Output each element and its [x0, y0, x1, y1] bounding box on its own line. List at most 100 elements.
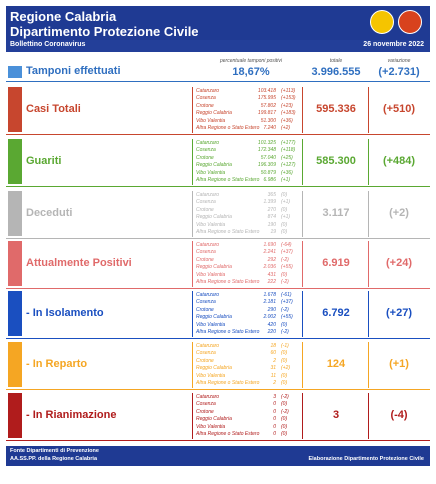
region-name: Vibo Valentia: [196, 221, 226, 228]
divider: [6, 288, 430, 289]
region-value: 190: [267, 221, 276, 228]
footer-band: [6, 446, 430, 466]
region-change: (+36): [281, 117, 293, 124]
subtitle: Dipartimento Protezione Civile: [10, 24, 199, 39]
section-marker: [8, 291, 22, 336]
divider: [192, 393, 193, 439]
section-total: 6.792: [322, 307, 350, 319]
section-total: 3.117: [322, 207, 350, 219]
section-marker: [8, 241, 22, 286]
divider: [368, 393, 369, 439]
region-value: 196.309: [257, 162, 276, 169]
divider: [302, 191, 303, 237]
region-name: Vibo Valentia: [196, 117, 226, 124]
section-total: 595.336: [316, 103, 356, 115]
region-name: Crotone: [196, 408, 214, 415]
region-value: 57.040: [260, 154, 276, 161]
region-value: 19: [270, 229, 276, 235]
region-value: 172.348: [257, 147, 276, 154]
footer-source: AA.SS.PP. della Regione Calabria: [10, 456, 98, 462]
region-name: Vibo Valentia: [196, 372, 226, 379]
region-name: Catanzaro: [196, 292, 220, 298]
region-change: (0): [281, 321, 288, 328]
region-change: (+37): [281, 249, 293, 256]
region-change: (+36): [281, 169, 293, 176]
section-label: Attualmente Positivi: [26, 257, 132, 269]
region-name: Catanzaro: [196, 242, 220, 248]
sub-band: [6, 40, 430, 52]
logo: [398, 10, 422, 34]
divider: [192, 342, 193, 388]
region-value: 103.418: [257, 88, 276, 94]
logo: [370, 10, 394, 34]
region-value: 175.995: [257, 95, 276, 102]
section-change: (+27): [386, 307, 412, 319]
tamponi-marker: [8, 66, 22, 78]
region-name: Reggio Calabria: [196, 365, 232, 372]
change: (+2.731): [378, 66, 420, 78]
region-value: 60: [270, 350, 276, 357]
region-name: Crotone: [196, 357, 214, 364]
region-name: Reggio Calabria: [196, 110, 232, 117]
region-change: (0): [281, 192, 288, 198]
divider: [6, 338, 430, 339]
section-label: - In Reparto: [26, 358, 88, 370]
divider: [302, 87, 303, 133]
divider: [302, 139, 303, 185]
region-name: Altra Regione o Stato Estero: [196, 380, 260, 386]
region-change: (0): [281, 271, 288, 278]
region-name: Cosenza: [196, 401, 216, 408]
section-total: 6.919: [322, 257, 350, 269]
date: 26 novembre 2022: [363, 41, 424, 48]
region-name: Crotone: [196, 206, 214, 213]
region-value: 1.678: [263, 292, 276, 298]
region-value: 2: [273, 380, 276, 386]
region-value: 57.802: [260, 102, 276, 109]
region-name: Crotone: [196, 306, 214, 313]
region-change: (0): [281, 423, 288, 430]
divider: [192, 139, 193, 185]
region-value: 199.817: [257, 110, 276, 117]
region-change: (-2): [281, 256, 289, 263]
region-name: Reggio Calabria: [196, 416, 232, 423]
region-value: 290: [267, 306, 276, 313]
region-value: 365: [267, 192, 276, 198]
region-change: (-2): [281, 408, 289, 415]
region-name: Altra Regione o Stato Estero: [196, 229, 260, 235]
region-change: (+55): [281, 314, 293, 321]
section-change: (-4): [390, 409, 408, 421]
change-header: variazione: [387, 58, 411, 64]
region-value: 0: [273, 416, 276, 423]
region-change: (0): [281, 206, 288, 213]
region-value: 50.879: [260, 169, 276, 176]
region-value: 7.240: [263, 125, 276, 131]
region-value: 101.325: [257, 140, 276, 146]
divider: [192, 191, 193, 237]
region-name: Catanzaro: [196, 343, 220, 349]
region-name: Cosenza: [196, 299, 216, 306]
divider: [368, 191, 369, 237]
region-change: (-1): [281, 343, 289, 349]
region-change: (0): [281, 221, 288, 228]
section-label: Guariti: [26, 155, 62, 167]
section-marker: [8, 87, 22, 132]
section-total: 585.300: [316, 155, 356, 167]
region-name: Vibo Valentia: [196, 423, 226, 430]
divider: [368, 291, 369, 337]
section-marker: [8, 191, 22, 236]
region-value: 292: [267, 256, 276, 263]
section-label: Casi Totali: [26, 103, 81, 115]
section-change: (+24): [386, 257, 412, 269]
region-value: 2.036: [263, 264, 276, 271]
region-name: Crotone: [196, 102, 214, 109]
divider: [368, 342, 369, 388]
region-change: (+2): [281, 125, 291, 131]
divider: [368, 241, 369, 287]
region-value: 2.181: [263, 299, 276, 306]
section-total: 3: [332, 409, 340, 421]
region-name: Vibo Valentia: [196, 271, 226, 278]
region-name: Catanzaro: [196, 394, 220, 400]
divider: [192, 87, 193, 133]
region-change: (0): [281, 416, 288, 423]
region-change: (0): [281, 401, 288, 408]
